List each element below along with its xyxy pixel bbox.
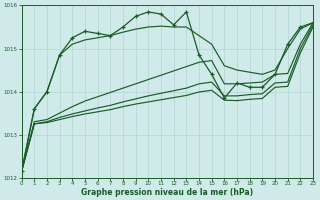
X-axis label: Graphe pression niveau de la mer (hPa): Graphe pression niveau de la mer (hPa): [81, 188, 253, 197]
